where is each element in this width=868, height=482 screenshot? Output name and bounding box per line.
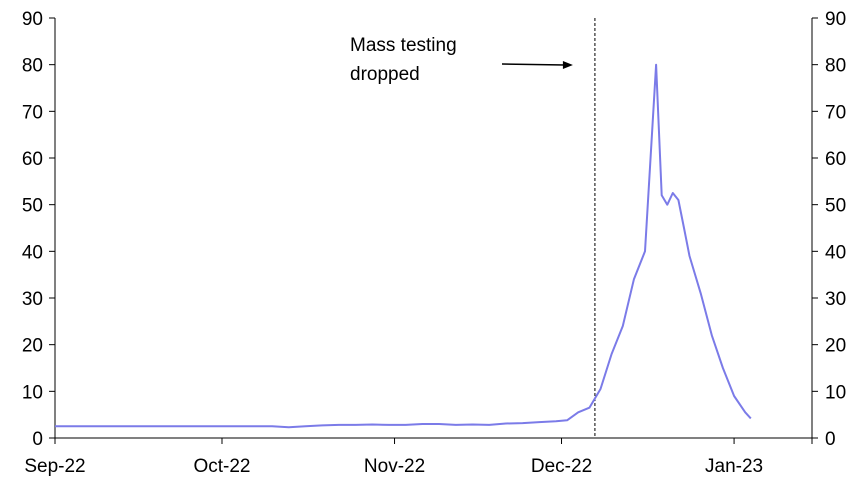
left-y-axis: 0 10 20 30 40 50 60 70 80 90 [22,9,55,450]
y-tick-label-left: 60 [22,149,43,170]
x-tick-label: Oct-22 [193,456,250,477]
y-tick-label-right: 50 [825,196,846,217]
x-tick-label: Nov-22 [364,456,425,477]
arrow-shaft [501,63,565,66]
x-tick-label: Dec-22 [531,456,592,477]
y-tick-label-right: 10 [825,382,846,403]
y-tick-label-left: 70 [22,102,43,123]
x-axis: Sep-22 Oct-22 Nov-22 Dec-22 Jan-23 [24,438,813,477]
y-tick-label-left: 90 [22,9,43,30]
annotation-text-line: dropped [350,64,420,85]
annotation-text-line: Mass testing [350,35,457,56]
y-tick-label-left: 10 [22,382,43,403]
right-y-axis: 0 10 20 30 40 50 60 70 80 90 [812,9,846,450]
y-tick-label-left: 50 [22,196,43,217]
y-tick-label-right: 90 [825,9,846,30]
y-tick-label-left: 30 [22,289,43,310]
x-tick-label: Sep-22 [24,456,85,477]
y-tick-label-right: 30 [825,289,846,310]
y-tick-label-left: 20 [22,336,43,357]
y-tick-label-right: 60 [825,149,846,170]
y-tick-label-right: 20 [825,336,846,357]
arrow-head [562,61,573,69]
y-tick-label-right: 0 [825,429,836,450]
x-tick-label: Jan-23 [705,456,763,477]
y-tick-label-left: 40 [22,242,43,263]
y-tick-label-right: 80 [825,56,846,77]
y-tick-label-left: 80 [22,56,43,77]
y-tick-label-left: 0 [32,429,43,450]
annotation-arrow-icon [501,61,573,69]
y-tick-label-right: 40 [825,242,846,263]
y-tick-label-right: 70 [825,102,846,123]
series-line [55,63,752,429]
annotation-label: Mass testing dropped [350,35,457,85]
